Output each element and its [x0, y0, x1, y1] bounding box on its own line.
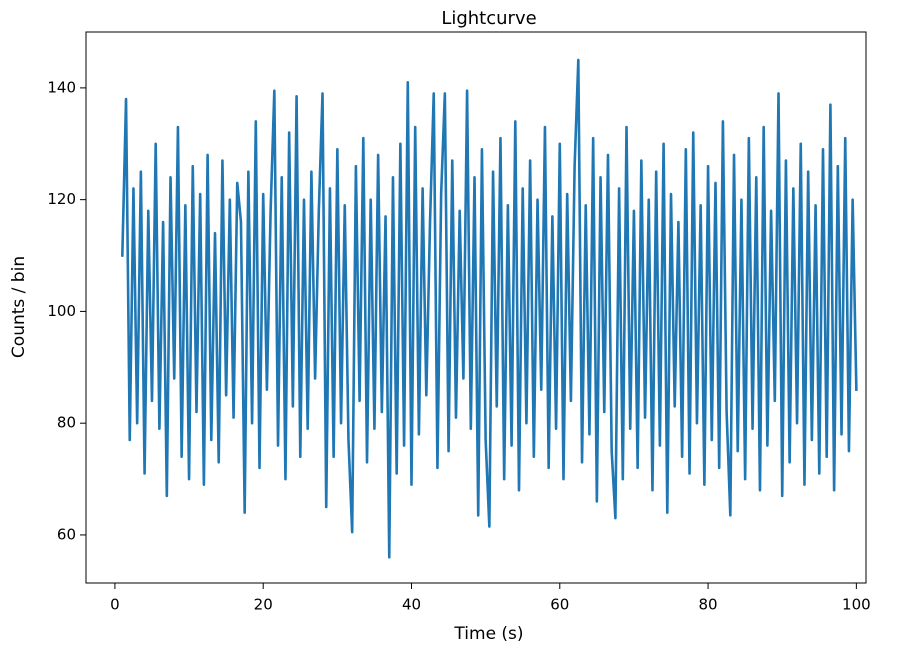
- x-tick-label: 0: [110, 596, 120, 614]
- chart-title: Lightcurve: [441, 8, 536, 29]
- x-tick-label: 20: [254, 596, 273, 614]
- x-tick-label: 80: [699, 596, 718, 614]
- y-tick-label: 120: [47, 190, 76, 208]
- data-line: [120, 58, 858, 559]
- y-axis-label: Counts / bin: [9, 256, 29, 358]
- y-tick-label: 140: [47, 78, 76, 96]
- y-tick-label: 80: [57, 414, 76, 432]
- x-tick-label: 100: [842, 596, 871, 614]
- y-tick-label: 60: [57, 525, 76, 543]
- x-axis-label: Time (s): [453, 624, 523, 644]
- plot-frame: [85, 31, 867, 584]
- x-tick-label: 60: [550, 596, 569, 614]
- y-tick-label: 100: [47, 302, 76, 320]
- x-tick-label: 40: [402, 596, 421, 614]
